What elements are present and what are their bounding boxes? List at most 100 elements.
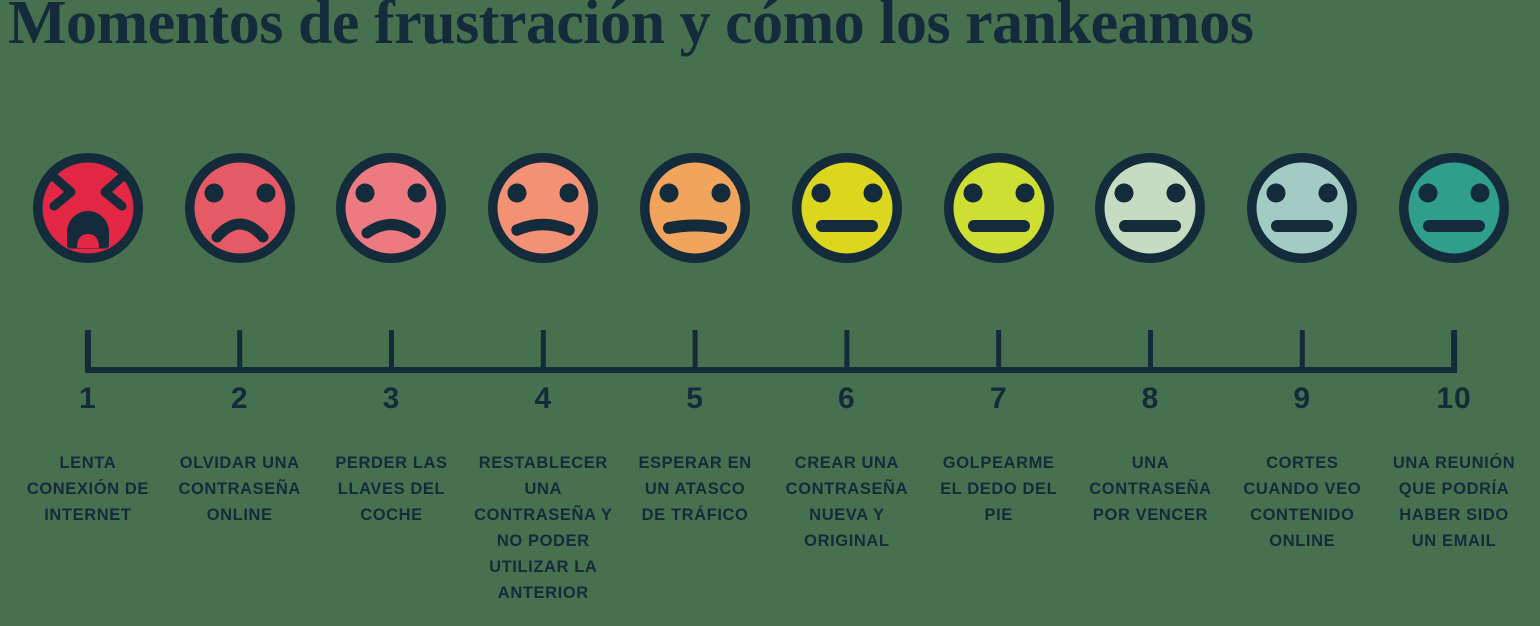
scale-number-6: 6 (838, 382, 856, 415)
scale-number-column-3: 3 (316, 382, 468, 416)
eye-right-icon (1318, 183, 1338, 203)
face-fill (194, 162, 286, 254)
eye-right-icon (407, 183, 427, 203)
face-3-frowning-face-icon (336, 153, 447, 263)
frown-mouth-icon (361, 219, 421, 239)
scale-number-column-9: 9 (1226, 382, 1378, 416)
scale-number-2: 2 (230, 382, 249, 415)
eye-right-icon (1015, 183, 1035, 203)
eye-left-icon (1266, 183, 1286, 203)
scale-number-3: 3 (382, 382, 401, 415)
face-10-neutral-face-icon (1399, 153, 1510, 263)
eye-right-icon (863, 183, 883, 203)
eye-left-icon (1114, 183, 1134, 203)
label-column-1: LENTA CONEXIÓN DE INTERNET (12, 450, 164, 606)
face-5-almost-neutral-face-icon (640, 153, 751, 263)
label-column-5: ESPERAR EN UN ATASCO DE TRÁFICO (619, 450, 771, 606)
scale-numbers-row: 1 2 3 4 5 6 7 8 9 10 (12, 382, 1530, 416)
face-column-9 (1226, 150, 1378, 266)
eye-right-icon (1470, 183, 1490, 203)
deep-frown-mouth-icon (211, 218, 269, 243)
label-column-8: UNA CONTRASEÑA POR VENCER (1075, 450, 1227, 606)
face-1-wailing-angry-face-icon (32, 153, 143, 263)
tongue-icon (76, 234, 99, 248)
scale-number-10: 10 (1436, 382, 1472, 415)
frustration-label-9: CORTES CUANDO VEO CONTENIDO ONLINE (1243, 454, 1362, 550)
eye-left-icon (811, 183, 831, 203)
scale-number-column-10: 10 (1378, 382, 1530, 416)
label-column-3: PERDER LAS LLAVES DEL COCHE (316, 450, 468, 606)
scale-number-5: 5 (686, 382, 704, 415)
face-2-sad-face-icon (184, 153, 295, 263)
frustration-label-8: UNA CONTRASEÑA POR VENCER (1089, 454, 1212, 524)
label-column-9: CORTES CUANDO VEO CONTENIDO ONLINE (1226, 450, 1378, 606)
face-7-neutral-face-icon (943, 153, 1054, 263)
face-column-4 (467, 150, 619, 266)
face-fill (1104, 162, 1196, 254)
open-wailing-mouth-icon (66, 211, 109, 249)
eye-left-icon (507, 183, 527, 203)
faces-row (12, 150, 1530, 266)
face-column-1 (12, 150, 164, 266)
face-fill (1408, 162, 1500, 254)
label-column-10: UNA REUNIÓN QUE PODRÍA HABER SIDO UN EMA… (1378, 450, 1530, 606)
label-column-4: RESTABLECER UNA CONTRASEÑA Y NO PODER UT… (467, 450, 619, 606)
eye-left-icon (355, 183, 375, 203)
ranking-scale-axis (84, 330, 1458, 373)
scale-number-column-7: 7 (923, 382, 1075, 416)
face-column-5 (619, 150, 771, 266)
slight-frown-mouth-icon (511, 218, 576, 236)
scale-number-column-8: 8 (1075, 382, 1227, 416)
label-column-7: GOLPEARME EL DEDO DEL PIE (923, 450, 1075, 606)
scale-number-9: 9 (1293, 382, 1312, 415)
face-fill (649, 162, 741, 254)
face-4-slight-frown-face-icon (488, 153, 599, 263)
face-fill (345, 162, 437, 254)
squeezed-eye-right-icon (100, 172, 127, 211)
frustration-label-3: PERDER LAS LLAVES DEL COCHE (335, 454, 448, 524)
face-fill (953, 162, 1045, 254)
face-column-8 (1075, 150, 1227, 266)
eye-right-icon (1166, 183, 1186, 203)
label-column-6: CREAR UNA CONTRASEÑA NUEVA Y ORIGINAL (771, 450, 923, 606)
eye-right-icon (559, 183, 579, 203)
eye-left-icon (659, 183, 679, 203)
scale-number-column-5: 5 (619, 382, 771, 416)
scale-number-column-2: 2 (164, 382, 316, 416)
face-9-neutral-face-icon (1247, 153, 1358, 263)
eye-right-icon (711, 183, 731, 203)
frustration-label-6: CREAR UNA CONTRASEÑA NUEVA Y ORIGINAL (785, 454, 909, 550)
eye-right-icon (256, 183, 276, 203)
frustration-label-7: GOLPEARME EL DEDO DEL PIE (940, 454, 1058, 524)
face-column-7 (923, 150, 1075, 266)
face-column-3 (316, 150, 468, 266)
label-column-2: OLVIDAR UNA CONTRASEÑA ONLINE (164, 450, 316, 606)
scale-number-column-6: 6 (771, 382, 923, 416)
almost-flat-mouth-icon (663, 219, 728, 234)
face-fill (801, 162, 893, 254)
face-fill (1256, 162, 1348, 254)
scale-number-7: 7 (989, 382, 1008, 415)
frustration-labels-row: LENTA CONEXIÓN DE INTERNET OLVIDAR UNA CO… (12, 450, 1530, 606)
frustration-label-2: OLVIDAR UNA CONTRASEÑA ONLINE (178, 454, 301, 524)
scale-number-1: 1 (79, 382, 97, 415)
frustration-label-4: RESTABLECER UNA CONTRASEÑA Y NO PODER UT… (474, 454, 613, 602)
frustration-label-5: ESPERAR EN UN ATASCO DE TRÁFICO (638, 454, 752, 524)
face-6-neutral-face-icon (791, 153, 902, 263)
squeezed-eye-left-icon (49, 172, 76, 211)
face-column-2 (164, 150, 316, 266)
eye-left-icon (1418, 183, 1438, 203)
face-fill (497, 162, 589, 254)
face-column-10 (1378, 150, 1530, 266)
face-8-neutral-face-icon (1095, 153, 1206, 263)
frustration-label-1: LENTA CONEXIÓN DE INTERNET (26, 454, 149, 524)
page-title: Momentos de frustración y cómo los ranke… (8, 0, 1254, 57)
face-column-6 (771, 150, 923, 266)
scale-number-column-1: 1 (12, 382, 164, 416)
scale-number-4: 4 (534, 382, 553, 415)
scale-number-column-4: 4 (467, 382, 619, 416)
eye-left-icon (963, 183, 983, 203)
scale-number-8: 8 (1141, 382, 1160, 415)
frustration-label-10: UNA REUNIÓN QUE PODRÍA HABER SIDO UN EMA… (1392, 454, 1516, 550)
